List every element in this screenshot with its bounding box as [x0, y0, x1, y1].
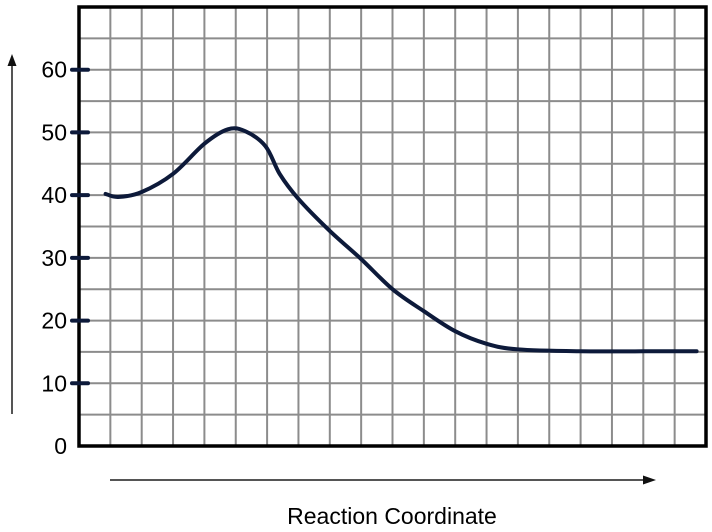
grid — [79, 7, 706, 446]
x-axis-arrow — [110, 475, 656, 485]
y-tick-label: 40 — [41, 182, 67, 208]
arrow-right-icon — [643, 475, 656, 485]
y-tick-label: 60 — [41, 57, 67, 83]
y-tick-label: 30 — [41, 245, 67, 271]
x-axis-label: Reaction Coordinate — [287, 503, 497, 529]
y-tick-label: 20 — [41, 308, 67, 334]
energy-curve — [103, 126, 699, 354]
plot-frame — [77, 5, 708, 448]
y-axis-ticks: 0 10 20 30 40 50 60 — [41, 57, 90, 459]
y-tick-label: 0 — [54, 433, 67, 459]
arrow-up-icon — [7, 54, 17, 66]
y-axis-arrow — [7, 54, 17, 414]
y-tick-label: 50 — [41, 119, 67, 145]
y-tick-label: 10 — [41, 370, 67, 396]
